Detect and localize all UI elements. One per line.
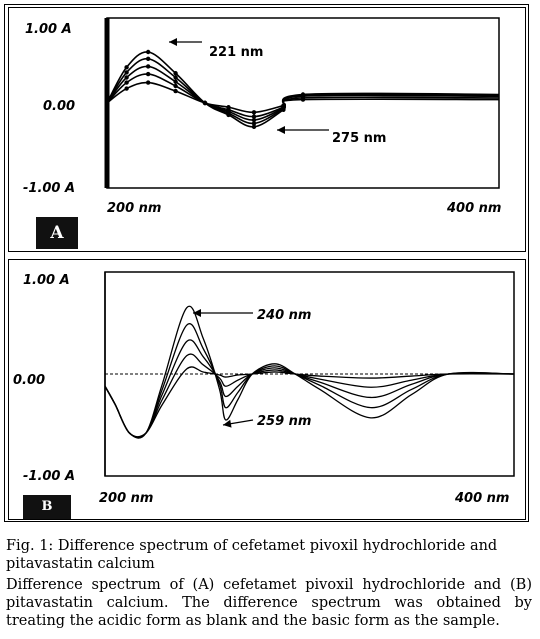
- annotation-arrow-2-head: [223, 419, 232, 428]
- y-tick-label-top: 1.00 A: [25, 22, 72, 37]
- series-5-point-1: [104, 100, 110, 106]
- y-tick-label-top: 1.00 A: [23, 273, 70, 288]
- panel-a: 1.00 A 0.00 -1.00 A 200 nm 400 nm 221 nm…: [8, 7, 526, 252]
- series-2-point-4: [173, 75, 178, 80]
- series-line-5: [104, 366, 515, 438]
- trough-annotation: 259 nm: [257, 414, 311, 429]
- series-1-point-3: [145, 49, 151, 55]
- peak-annotation: 221 nm: [209, 45, 263, 60]
- series-1-point-7: [251, 124, 257, 129]
- series-1-point-2: [124, 65, 129, 70]
- y-tick-label-bottom: -1.00 A: [23, 469, 75, 484]
- series-3-point-2: [124, 75, 129, 80]
- series-2-point-2: [124, 70, 129, 75]
- series-5-point-6: [226, 105, 231, 110]
- caption-title: Fig. 1: Difference spectrum of cefetamet…: [6, 538, 498, 572]
- peak-annotation: 240 nm: [257, 308, 311, 323]
- series-1-point-4: [173, 71, 178, 76]
- series-3-point-3: [145, 64, 151, 69]
- series-5-point-4: [173, 88, 178, 94]
- series-4-point-2: [124, 80, 129, 85]
- series-4-point-7: [251, 114, 257, 119]
- panel-b-badge: B: [23, 495, 71, 519]
- trough-annotation: 275 nm: [332, 131, 386, 146]
- x-tick-label-right: 400 nm: [454, 491, 509, 506]
- panel-b: 1.00 A 0.00 -1.00 A 200 nm 400 nm 240 nm…: [8, 259, 526, 520]
- annotation-arrow-1-head: [169, 38, 177, 46]
- x-tick-label-left: 200 nm: [99, 491, 153, 506]
- series-3-point-7: [251, 117, 257, 123]
- plot-area: [106, 17, 500, 189]
- annotation-arrow-2-head: [277, 126, 285, 134]
- series-5-point-9: [300, 97, 306, 102]
- series-2-point-3: [145, 56, 151, 61]
- series-2-point-7: [251, 121, 257, 126]
- series-5-point-3: [145, 80, 151, 85]
- series-5-point-8: [281, 103, 286, 108]
- annotation-arrow-1-head: [193, 309, 201, 317]
- figure-caption: Fig. 1: Difference spectrum of cefetamet…: [6, 537, 532, 630]
- series-3-point-4: [173, 79, 178, 84]
- x-tick-label-left: 200 nm: [107, 201, 161, 216]
- panel-b-chart: 1.00 A 0.00 -1.00 A 200 nm 400 nm 240 nm…: [13, 271, 515, 506]
- series-5-point-5: [202, 100, 208, 106]
- series-5-point-7: [251, 110, 257, 115]
- panel-a-chart: 1.00 A 0.00 -1.00 A 200 nm 400 nm 221 nm…: [23, 17, 501, 216]
- figure-frame: [4, 4, 529, 522]
- series-4-point-3: [145, 71, 151, 77]
- x-tick-label-right: 400 nm: [446, 201, 501, 216]
- y-tick-label-zero: 0.00: [13, 373, 45, 388]
- series-5-point-2: [124, 86, 129, 91]
- series-line-2: [106, 57, 500, 125]
- y-tick-label-bottom: -1.00 A: [23, 181, 75, 196]
- y-tick-label-zero: 0.00: [43, 99, 75, 114]
- series-line-1: [106, 51, 500, 128]
- caption-body: Difference spectrum of (A) cefetamet piv…: [6, 577, 532, 629]
- series-4-point-4: [173, 83, 178, 89]
- panel-a-badge: A: [36, 217, 78, 249]
